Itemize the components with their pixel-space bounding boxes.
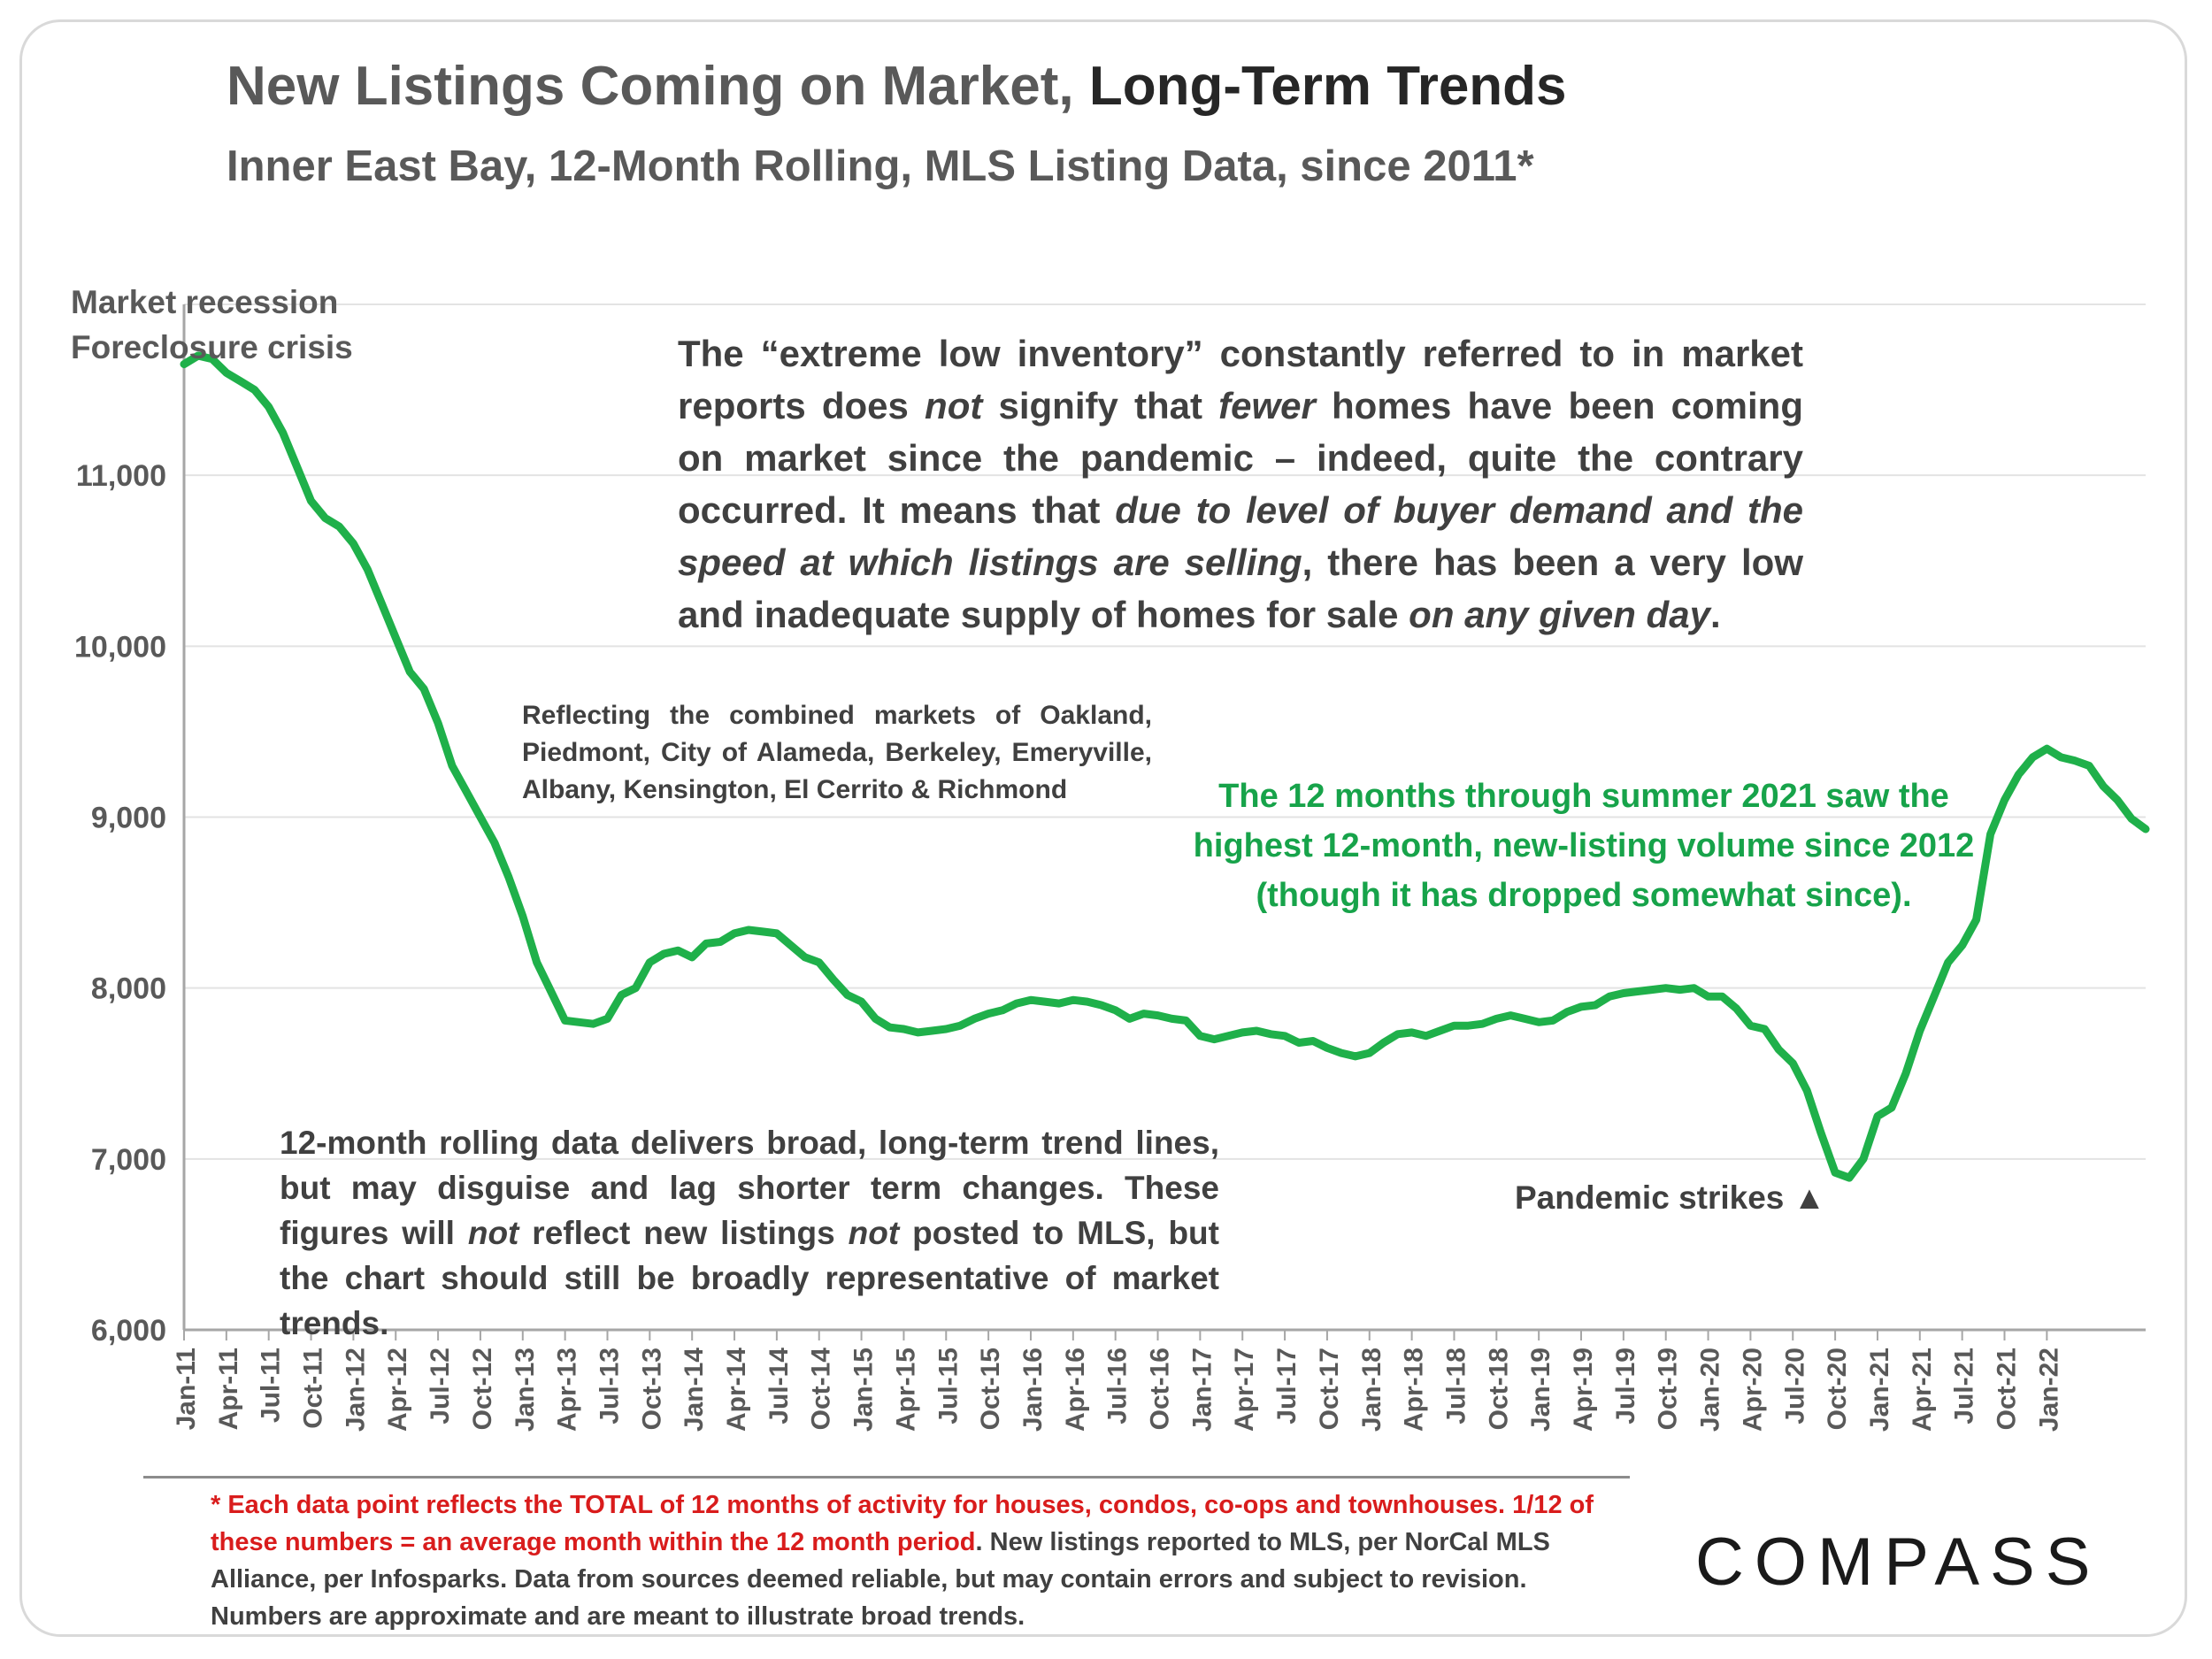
inventory-text-9: . <box>1709 594 1721 635</box>
chart-subtitle: Inner East Bay, 12-Month Rolling, MLS Li… <box>227 142 1534 190</box>
x-tick-label: Jan-19 <box>1526 1348 1555 1432</box>
y-axis-tick-labels: 6,000 7,000 8,000 9,000 10,000 11,000 <box>74 459 166 1348</box>
x-tick-label: Jul-19 <box>1611 1348 1640 1425</box>
x-tick-label: Apr-15 <box>891 1348 920 1432</box>
footnote-red-text: * Each data point reflects the TOTAL of … <box>211 1491 1594 1556</box>
x-tick-label: Apr-20 <box>1738 1348 1767 1432</box>
footnote: * Each data point reflects the TOTAL of … <box>211 1486 1600 1635</box>
inventory-text-4: fewer <box>1218 385 1316 426</box>
x-axis-tick-labels: Jan-11 Apr-11 Jul-11 Oct-11 Jan-12 Apr-12 Jul-… <box>172 1348 2063 1432</box>
compass-logo: COMPASS <box>1695 1525 2101 1600</box>
x-tick-label: Apr-18 <box>1400 1348 1429 1432</box>
inventory-text-7: , there has been a very low and inadequa… <box>678 541 1803 635</box>
x-tick-label: Oct-18 <box>1484 1348 1513 1430</box>
x-tick-label: Oct-16 <box>1146 1348 1175 1430</box>
x-tick-label: Apr-13 <box>553 1348 582 1432</box>
gridlines <box>184 303 2146 1160</box>
x-tick-label: Jan-13 <box>511 1348 540 1432</box>
title-part-2: Long-Term Trends <box>1088 56 1567 117</box>
y-tick-label: 8,000 <box>91 972 166 1006</box>
x-tick-label: Oct-19 <box>1654 1348 1683 1430</box>
x-tick-label: Apr-19 <box>1569 1348 1598 1432</box>
x-tick-label: Jul-15 <box>933 1348 963 1425</box>
annotation-pandemic: Pandemic strikes ▲ <box>1515 1179 1826 1216</box>
x-tick-label: Jan-18 <box>1357 1348 1386 1432</box>
x-tick-label: Oct-15 <box>976 1348 1005 1430</box>
x-tick-label: Jan-17 <box>1187 1348 1217 1432</box>
x-tick-label: Jan-11 <box>172 1348 201 1430</box>
x-tick-label: Jul-12 <box>426 1348 455 1425</box>
series-line <box>180 351 2150 1182</box>
rolling-text-4: not <box>848 1215 900 1251</box>
rolling-text-5: posted to MLS, but the chart should stil… <box>280 1215 1219 1341</box>
x-tick-label: Oct-20 <box>1823 1348 1852 1430</box>
x-tick-label: Jan-15 <box>849 1348 879 1432</box>
inventory-text-2: not <box>925 385 983 426</box>
y-tick-label: 7,000 <box>91 1143 166 1177</box>
x-tick-label: Apr-14 <box>722 1348 751 1432</box>
x-tick-label: Jul-16 <box>1103 1348 1133 1425</box>
x-tick-label: Oct-12 <box>468 1348 497 1430</box>
footnote-text: . New listings reported to MLS, per NorC… <box>211 1528 1550 1631</box>
chart-frame <box>19 19 2187 1637</box>
x-tick-label: Jan-20 <box>1696 1348 1725 1432</box>
footer-divider <box>143 1476 1630 1479</box>
axes <box>182 304 2146 1340</box>
x-tick-label: Oct-17 <box>1315 1348 1344 1430</box>
inventory-text-3: signify that <box>982 385 1219 426</box>
x-tick-label: Apr-16 <box>1061 1348 1090 1432</box>
x-tick-label: Jul-21 <box>1950 1348 1979 1425</box>
x-tick-label: Jul-11 <box>257 1348 286 1423</box>
rolling-text-2: not <box>467 1215 519 1251</box>
x-tick-label: Jan-12 <box>341 1348 370 1432</box>
inventory-text-8: on any given day <box>1409 594 1710 635</box>
x-tick-label: Oct-13 <box>637 1348 666 1430</box>
inventory-text-6: due to level of buyer demand and the spe… <box>678 489 1803 583</box>
inventory-text-5: homes have been coming on market since t… <box>678 385 1803 531</box>
x-tick-label: Jan-16 <box>1018 1348 1048 1432</box>
y-tick-label: 9,000 <box>91 802 166 835</box>
y-tick-label: 10,000 <box>74 630 166 664</box>
series-layer <box>180 351 2150 1182</box>
x-tick-label: Jan-22 <box>2034 1348 2063 1432</box>
x-tick-label: Jul-13 <box>595 1348 624 1425</box>
inventory-text-1: The “extreme low inventory” constantly r… <box>678 333 1803 426</box>
x-tick-label: Oct-14 <box>807 1348 836 1431</box>
x-tick-label: Jul-20 <box>1780 1348 1809 1425</box>
annotation-low-inventory: The “extreme low inventory” constantly r… <box>678 327 1803 641</box>
x-tick-label: Apr-11 <box>214 1348 243 1430</box>
chart-title: New Listings Coming on Market, Long-Term… <box>227 55 1567 118</box>
x-tick-label: Jul-18 <box>1441 1348 1471 1425</box>
annotation-markets: Reflecting the combined markets of Oakla… <box>522 701 1152 804</box>
x-tick-label: Jan-21 <box>1865 1348 1894 1432</box>
title-part-1: New Listings Coming on Market, <box>227 56 1089 117</box>
x-tick-label: Jul-17 <box>1272 1348 1302 1425</box>
x-tick-label: Jul-14 <box>764 1348 794 1425</box>
x-tick-label: Oct-11 <box>299 1348 328 1429</box>
x-tick-label: Apr-21 <box>1908 1348 1937 1432</box>
rolling-text-1: 12-month rolling data delivers broad, lo… <box>280 1125 1219 1251</box>
annotation-rolling-data: 12-month rolling data delivers broad, lo… <box>280 1120 1219 1346</box>
x-tick-label: Jan-14 <box>680 1348 709 1432</box>
x-tick-label: Oct-21 <box>1993 1348 2022 1430</box>
annotation-summer-2021: The 12 months through summer 2021 saw th… <box>1193 778 1975 914</box>
x-tick-label: Apr-17 <box>1230 1348 1259 1432</box>
rolling-text-3: reflect new listings <box>518 1215 849 1251</box>
annotation-market-recession: Market recession Foreclosure crisis <box>71 284 353 365</box>
x-tick-label: Apr-12 <box>383 1348 412 1432</box>
y-tick-label: 11,000 <box>76 459 166 493</box>
y-tick-label: 6,000 <box>91 1314 166 1348</box>
